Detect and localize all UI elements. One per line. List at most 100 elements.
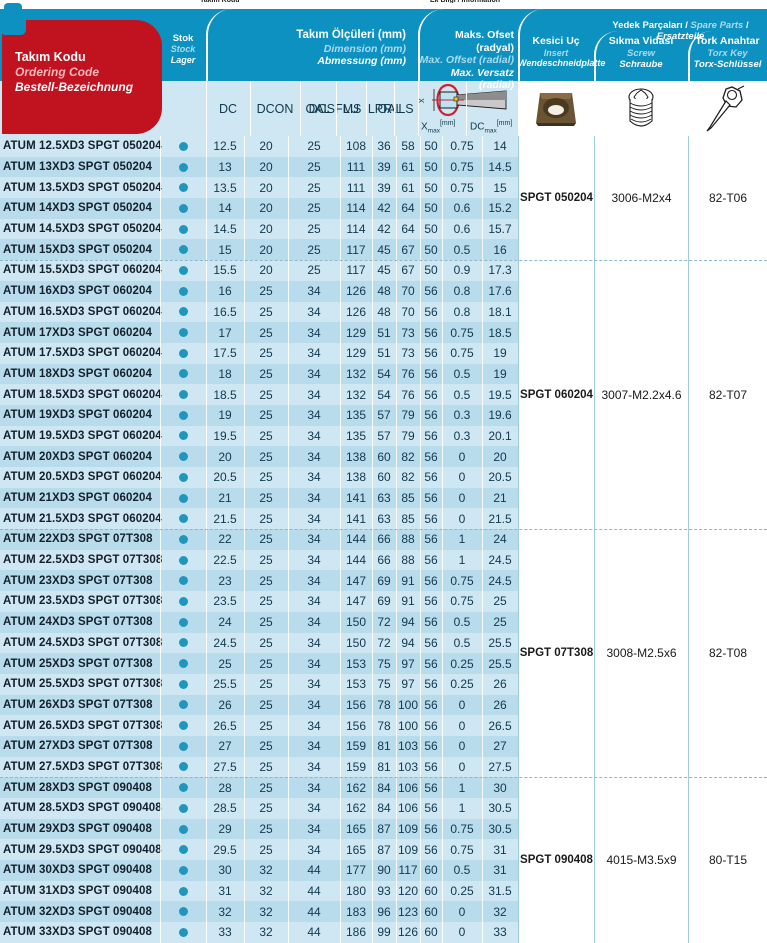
cell-xmax: 0 [458,470,466,485]
corner-tab-icon [0,3,26,35]
stock-dot-icon [178,390,188,400]
cell-xmax: 0.9 [453,263,471,278]
column-separator [288,529,289,550]
column-separator [206,404,207,426]
cell-dcon: 25 [259,842,273,857]
cell-xmax: 1 [458,801,466,816]
cell-oal: 159 [345,739,367,754]
cell-lu: 78 [377,718,391,733]
cell-dcsfms: 34 [307,573,321,588]
stock-indicator [160,136,206,157]
column-separator [482,384,483,405]
stock-dot-icon [178,824,188,834]
cell-dcsfms: 34 [307,532,321,547]
row-ordering-code: ATUM 16.5XD3 SPGT 060204 [3,305,162,318]
column-separator [442,611,443,633]
column-separator [340,549,341,571]
column-separator [396,425,397,447]
cell-xmax: 0.5 [453,863,471,878]
column-separator [244,342,245,364]
cell-dcon: 32 [259,904,273,919]
cell-dc: 21 [218,491,232,506]
cell-xmax: 0.75 [450,180,474,195]
column-separator [396,798,397,819]
column-separator [420,611,421,633]
column-separator [288,880,289,902]
column-separator [160,156,161,178]
column-separator [160,404,161,426]
cell-xmax: 0.25 [450,656,474,671]
column-separator [442,901,443,923]
cell-lu: 39 [377,160,391,175]
column-separator [206,756,207,778]
products-table: ATUM 12.5XD3 SPGT 050204 12.5 20 25 108 36 58 5… [0,136,767,943]
column-separator [420,798,421,819]
cell-ls: 56 [424,511,438,526]
column-separator [442,363,443,385]
stock-dot-icon [178,369,188,379]
column-separator [396,177,397,199]
column-separator [396,549,397,571]
cell-xmax: 0 [458,697,466,712]
cell-lu: 48 [377,284,391,299]
stock-indicator [160,612,206,633]
cell-lpr: 126 [397,925,419,940]
stock-indicator [160,384,206,405]
column-separator [420,694,421,716]
cell-lu: 90 [377,863,391,878]
row-ordering-code: ATUM 27XD3 SPGT 07T308 [3,740,153,753]
column-separator [442,280,443,302]
column-separator [396,342,397,364]
column-separator [160,260,161,281]
column-separator [482,529,483,550]
row-ordering-code: ATUM 32XD3 SPGT 090408 [3,905,152,918]
column-separator [420,818,421,840]
spare-screw-code: 3007-M2.2x4.6 [594,260,688,530]
dcmax-symbol: DC [470,121,485,132]
column-separator [482,342,483,364]
cell-dcmax: 19 [493,346,507,361]
stock-indicator [160,715,206,736]
cell-xmax: 0 [458,925,466,940]
column-separator [160,756,161,778]
stock-dot-icon [178,700,188,710]
column-separator [442,922,443,943]
column-separator [396,735,397,757]
cell-oal: 132 [345,387,367,402]
column-separator [160,860,161,881]
column-separator [482,363,483,385]
row-ordering-code: ATUM 16XD3 SPGT 060204 [3,285,152,298]
column-separator [372,735,373,757]
stock-dot-icon [178,141,188,151]
cell-ls: 56 [424,822,438,837]
cell-dcon: 25 [259,387,273,402]
column-separator [206,880,207,902]
column-separator [340,446,341,467]
cell-dc: 26 [218,697,232,712]
column-separator [482,570,483,592]
column-separator [206,611,207,633]
column-separator [244,508,245,530]
column-separator [396,901,397,923]
cell-ls: 56 [424,656,438,671]
column-separator [442,777,443,798]
cell-lu: 45 [377,242,391,257]
column-separator [442,260,443,281]
cell-xmax: 0.6 [453,201,471,216]
cell-dcsfms: 25 [307,160,321,175]
cell-ls: 56 [424,387,438,402]
cell-dcon: 25 [259,511,273,526]
column-separator [442,467,443,488]
cell-lpr: 103 [397,759,419,774]
column-separator [340,218,341,240]
cell-lu: 69 [377,573,391,588]
column-separator [396,198,397,219]
cell-dcon: 20 [259,222,273,237]
header-group-screw: Sıkma Vidası Screw Schraube [594,35,688,98]
cell-dcsfms: 34 [307,780,321,795]
cell-dcmax: 33 [493,925,507,940]
cell-oal: 135 [345,408,367,423]
column-separator [396,673,397,695]
stock-dot-icon [178,452,188,462]
cell-dcsfms: 34 [307,656,321,671]
